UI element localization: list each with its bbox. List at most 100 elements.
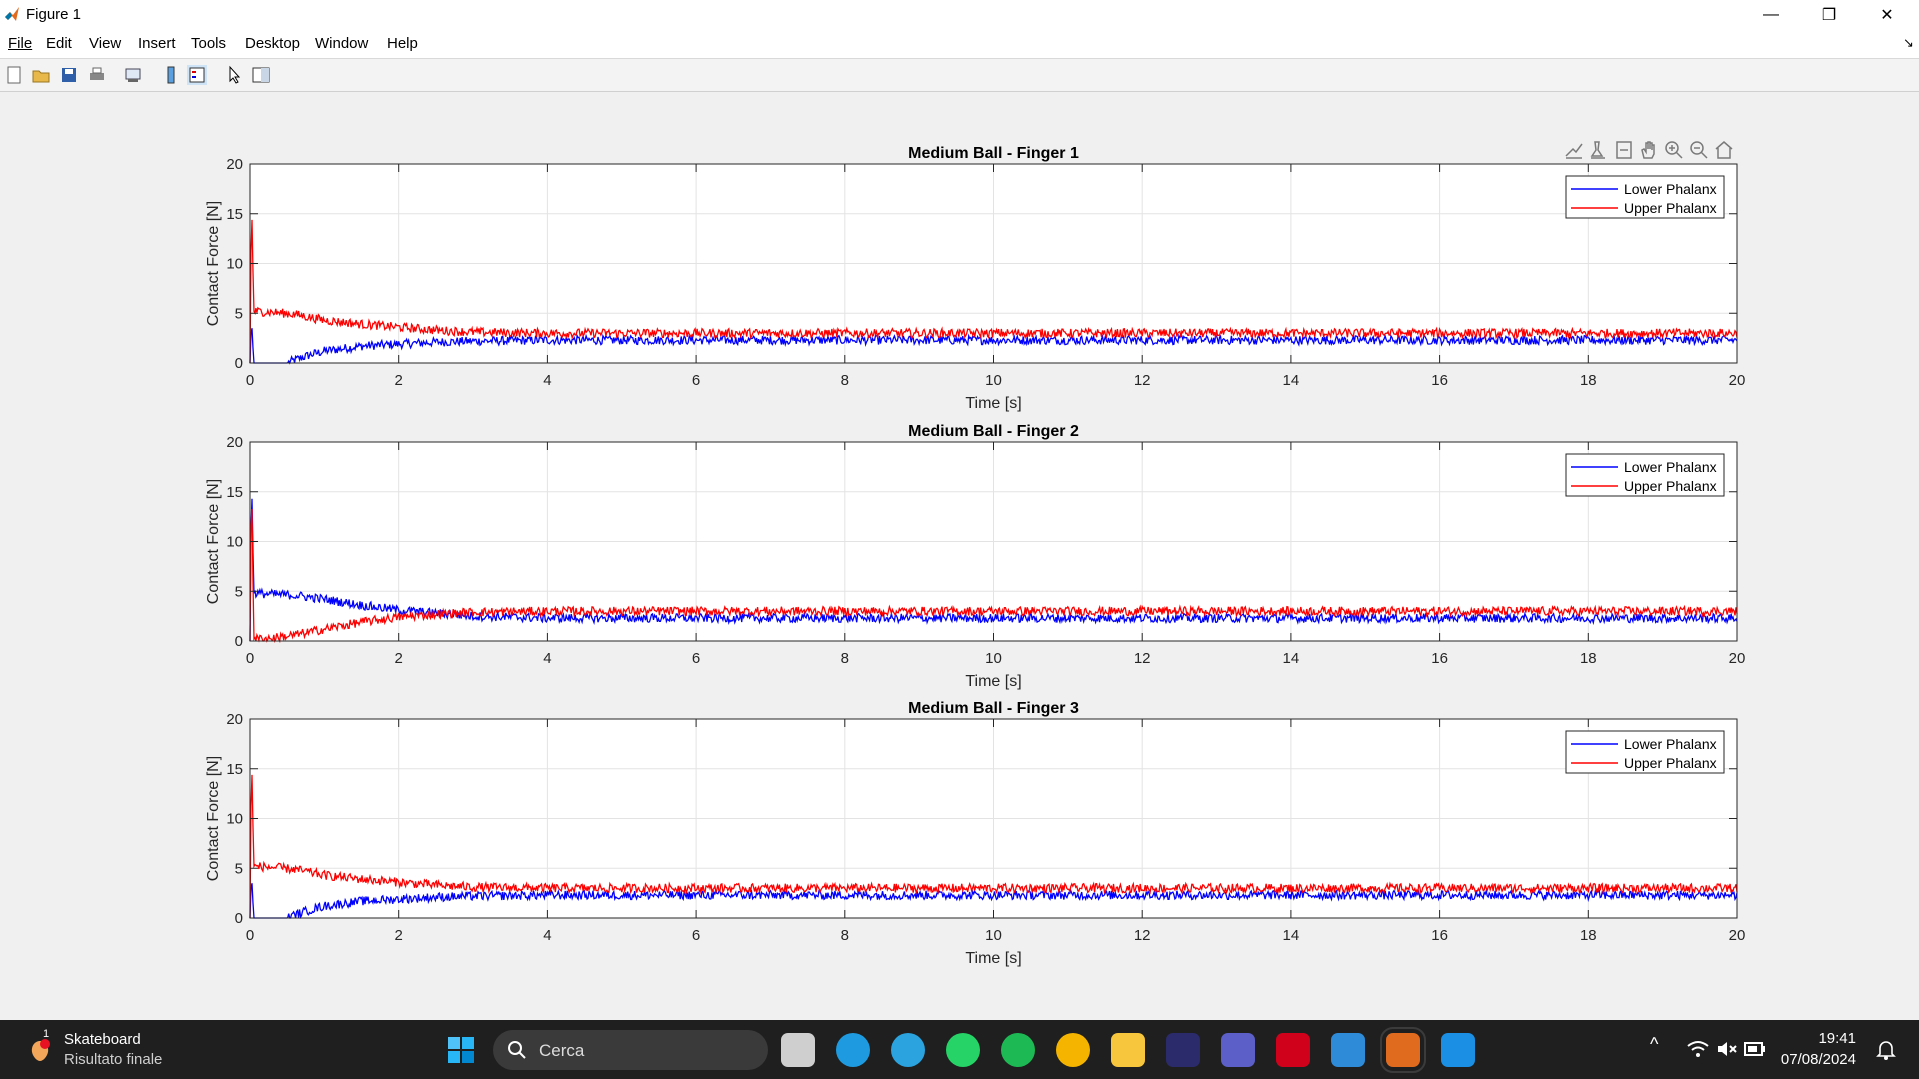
notification-title[interactable]: Skateboard xyxy=(64,1031,141,1048)
volume-muted-icon[interactable] xyxy=(1716,1040,1738,1058)
y-tick-label: 5 xyxy=(235,305,243,322)
menu-file[interactable]: File xyxy=(8,35,32,52)
menu-edit[interactable]: Edit xyxy=(46,35,72,52)
y-axis-label: Contact Force [N] xyxy=(205,756,222,881)
print-icon[interactable] xyxy=(87,65,107,85)
legend-label-lower-phalanx: Lower Phalanx xyxy=(1624,459,1717,475)
window-title: Figure 1 xyxy=(26,6,82,23)
minimize-button[interactable]: — xyxy=(1763,5,1779,23)
x-tick-label: 0 xyxy=(246,372,254,389)
x-tick-label: 0 xyxy=(246,927,254,944)
photos-icon[interactable] xyxy=(1441,1033,1475,1067)
legend-label-upper-phalanx: Upper Phalanx xyxy=(1624,200,1717,216)
legend-label-upper-phalanx: Upper Phalanx xyxy=(1624,755,1717,771)
teams-icon[interactable] xyxy=(1221,1033,1255,1067)
menu-help[interactable]: Help xyxy=(387,35,418,52)
tray-chevron-icon[interactable]: ^ xyxy=(1650,1034,1659,1054)
x-tick-label: 20 xyxy=(1729,927,1746,944)
x-tick-label: 14 xyxy=(1283,927,1300,944)
notification-subtitle[interactable]: Risultato finale xyxy=(64,1051,163,1068)
notification-bell-icon[interactable] xyxy=(1876,1039,1896,1061)
x-tick-label: 4 xyxy=(543,650,551,667)
x-tick-label: 10 xyxy=(985,372,1002,389)
menu-desktop[interactable]: Desktop xyxy=(245,35,300,52)
subplot-finger-2: 0 2 4 6 8 10 12 14 16 18 20 0 5 10 15 20 Medium Ball - F… xyxy=(205,423,1745,690)
subplot-title: Medium Ball - Finger 1 xyxy=(908,145,1079,162)
y-tick-label: 0 xyxy=(235,633,243,650)
home-icon[interactable] xyxy=(1715,141,1733,159)
x-tick-label: 6 xyxy=(692,372,700,389)
notepad-icon[interactable] xyxy=(1331,1033,1365,1067)
clock-date[interactable]: 07/08/2024 xyxy=(1780,1051,1856,1068)
chrome-icon[interactable] xyxy=(1056,1033,1090,1067)
skateboard-widget-icon[interactable] xyxy=(27,1038,53,1064)
matlab-icon[interactable] xyxy=(1380,1027,1426,1073)
x-tick-label: 0 xyxy=(246,650,254,667)
y-tick-label: 10 xyxy=(226,534,243,551)
colorbar-icon[interactable] xyxy=(161,65,181,85)
new-figure-icon[interactable] xyxy=(4,65,24,85)
x-tick-label: 12 xyxy=(1134,372,1151,389)
series-line-lower-phalanx xyxy=(249,883,1738,920)
menu-file-label: File xyxy=(8,35,33,52)
battery-icon[interactable] xyxy=(1744,1041,1766,1057)
menu-edit-label: Edit xyxy=(46,35,72,52)
taskbar: 1 Skateboard Risultato finale Cerca ^ 19… xyxy=(0,1020,1919,1079)
menu-view[interactable]: View xyxy=(89,35,121,52)
dock-figure-button[interactable]: ↘ xyxy=(1903,35,1914,50)
legend-label-upper-phalanx: Upper Phalanx xyxy=(1624,478,1717,494)
edit-plot-icon[interactable] xyxy=(225,65,245,85)
legend-icon[interactable] xyxy=(187,65,207,85)
x-tick-label: 12 xyxy=(1134,927,1151,944)
clock-time[interactable]: 19:41 xyxy=(1818,1030,1856,1047)
wifi-icon[interactable] xyxy=(1687,1040,1709,1058)
notification-badge: 1 xyxy=(43,1028,50,1040)
menu-help-label: Help xyxy=(387,35,418,52)
open-file-icon[interactable] xyxy=(31,65,51,85)
task-view-icon[interactable] xyxy=(781,1033,815,1067)
solidworks-icon[interactable] xyxy=(1276,1033,1310,1067)
y-tick-label: 10 xyxy=(226,256,243,273)
telegram-icon[interactable] xyxy=(891,1033,925,1067)
edge-icon[interactable] xyxy=(836,1033,870,1067)
brush-icon[interactable] xyxy=(1565,143,1583,159)
subplot-finger-3: 0 2 4 6 8 10 12 14 16 18 20 0 5 10 15 20 Medium Ball - F… xyxy=(205,700,1745,967)
x-tick-label: 2 xyxy=(395,372,403,389)
menu-bar: File Edit View Insert Tools Desktop Wind… xyxy=(0,29,1919,59)
whatsapp-icon[interactable] xyxy=(946,1033,980,1067)
start-icon[interactable] xyxy=(447,1036,475,1064)
maximize-button[interactable]: ❐ xyxy=(1821,6,1837,24)
menu-tools[interactable]: Tools xyxy=(191,35,226,52)
menu-insert-label: Insert xyxy=(138,35,176,52)
series-line-upper-phalanx xyxy=(249,219,1738,364)
y-tick-label: 20 xyxy=(226,434,243,451)
axes-toolbar xyxy=(1565,141,1733,159)
y-tick-label: 5 xyxy=(235,860,243,877)
x-tick-label: 6 xyxy=(692,650,700,667)
latex-icon[interactable] xyxy=(1166,1033,1200,1067)
subplot-finger-1: 0 2 4 6 8 10 12 14 16 18 20 0 5 10 15 20 Medium Ball - F… xyxy=(205,145,1745,412)
save-icon[interactable] xyxy=(59,65,79,85)
x-tick-label: 18 xyxy=(1580,927,1597,944)
menu-window[interactable]: Window xyxy=(315,35,368,52)
legend: Lower Phalanx Upper Phalanx xyxy=(1565,730,1725,774)
spotify-icon[interactable] xyxy=(1001,1033,1035,1067)
pan-hand-icon[interactable] xyxy=(1641,141,1655,159)
legend: Lower Phalanx Upper Phalanx xyxy=(1565,453,1725,497)
y-tick-label: 15 xyxy=(226,761,243,778)
x-axis-label: Time [s] xyxy=(965,950,1021,967)
y-tick-label: 20 xyxy=(226,711,243,728)
zoom-out-icon[interactable] xyxy=(1690,141,1708,159)
menu-insert[interactable]: Insert xyxy=(138,35,176,52)
zoom-in-icon[interactable] xyxy=(1665,141,1683,159)
close-button[interactable]: ✕ xyxy=(1880,6,1894,24)
file-explorer-icon[interactable] xyxy=(1111,1033,1145,1067)
data-tips-icon[interactable] xyxy=(1590,141,1605,159)
y-tick-label: 0 xyxy=(235,355,243,372)
menu-window-label: Window xyxy=(315,35,369,52)
restore-view-icon[interactable] xyxy=(1616,141,1632,159)
property-editor-icon[interactable] xyxy=(251,65,271,85)
print-preview-icon[interactable] xyxy=(123,65,143,85)
taskbar-search[interactable]: Cerca xyxy=(493,1030,768,1070)
